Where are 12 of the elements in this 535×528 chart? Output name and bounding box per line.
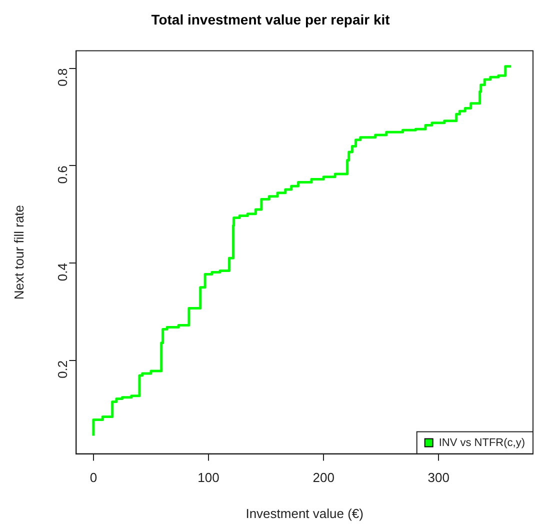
y-tick-label: 0.2	[54, 360, 70, 378]
y-tick-label: 0.6	[54, 166, 70, 184]
y-axis-title: Next tour fill rate	[11, 204, 26, 300]
x-tick-label: 100	[198, 470, 220, 486]
y-tick-label: 0.4	[54, 263, 70, 282]
x-tick-label: 200	[312, 470, 334, 486]
legend-label: INV vs NTFR(c,y)	[438, 436, 526, 449]
chart-title: Total investment value per repair kit	[151, 11, 390, 28]
x-axis-title: Investment value (€)	[246, 506, 364, 521]
x-tick-label: 0	[90, 470, 98, 486]
x-tick-label: 300	[428, 470, 450, 486]
y-tick-label: 0.8	[54, 68, 70, 86]
